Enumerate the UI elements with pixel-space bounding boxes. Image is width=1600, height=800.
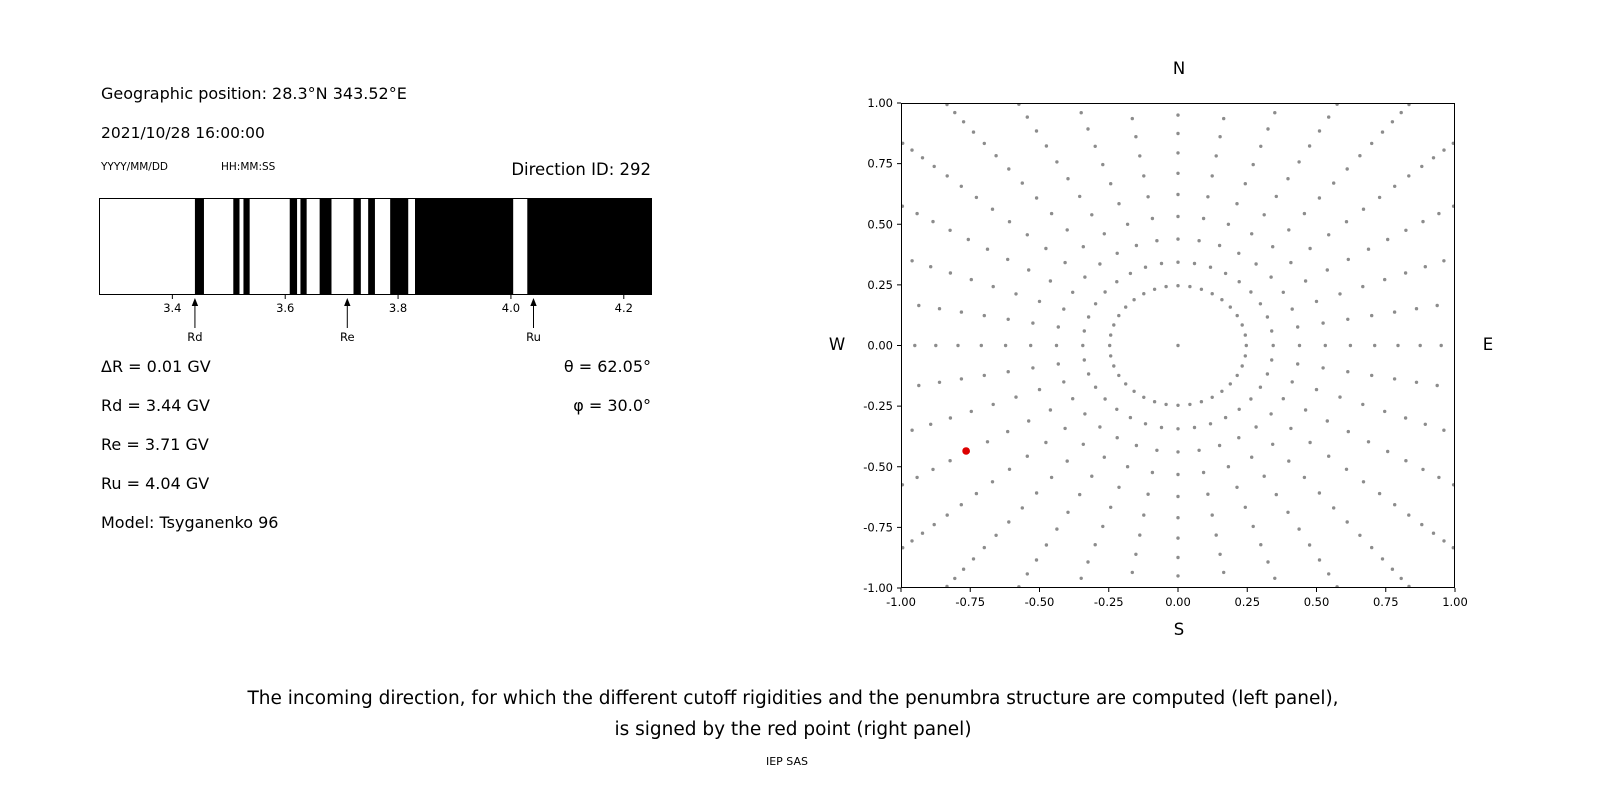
rd-value: Rd = 3.44 GV bbox=[101, 396, 210, 415]
caption-line1: The incoming direction, for which the di… bbox=[247, 688, 1339, 709]
svg-text:4.2: 4.2 bbox=[615, 301, 633, 315]
svg-text:-0.25: -0.25 bbox=[1094, 595, 1124, 609]
svg-text:-0.75: -0.75 bbox=[955, 595, 985, 609]
svg-text:-0.50: -0.50 bbox=[1025, 595, 1055, 609]
svg-text:Rd: Rd bbox=[187, 330, 202, 344]
re-value: Re = 3.71 GV bbox=[101, 435, 209, 454]
caption-line2: is signed by the red point (right panel) bbox=[614, 719, 972, 740]
svg-text:0.25: 0.25 bbox=[1234, 595, 1260, 609]
penumbra-plot: 3.4 3.6 3.8 4.0 4.2 Rd Re Ru bbox=[99, 198, 652, 344]
svg-text:1.00: 1.00 bbox=[867, 96, 893, 110]
svg-text:0.75: 0.75 bbox=[867, 157, 893, 171]
direction-scatter-plot: -1.00 -0.75 -0.50 -0.25 0.00 0.25 0.50 0.75 1.00… bbox=[863, 96, 1468, 609]
svg-text:0.50: 0.50 bbox=[867, 217, 893, 231]
svg-text:Re: Re bbox=[340, 330, 355, 344]
compass-label-west: W bbox=[828, 335, 846, 354]
svg-text:-1.00: -1.00 bbox=[886, 595, 916, 609]
svg-text:4.0: 4.0 bbox=[502, 301, 520, 315]
phi-value: φ = 30.0° bbox=[573, 396, 651, 415]
datetime-text: 2021/10/28 16:00:00 bbox=[101, 124, 265, 142]
time-format-label: HH:MM:SS bbox=[221, 161, 276, 173]
compass-label-north: N bbox=[1172, 59, 1186, 78]
svg-text:-0.75: -0.75 bbox=[863, 520, 893, 534]
svg-text:0.50: 0.50 bbox=[1304, 595, 1330, 609]
svg-text:0.25: 0.25 bbox=[867, 278, 893, 292]
date-format-label: YYYY/MM/DD bbox=[101, 161, 169, 173]
compass-label-east: E bbox=[1482, 335, 1494, 354]
direction-id-text: Direction ID: 292 bbox=[511, 160, 651, 179]
svg-text:-1.00: -1.00 bbox=[863, 581, 893, 595]
svg-text:0.75: 0.75 bbox=[1373, 595, 1399, 609]
model-text: Model: Tsyganenko 96 bbox=[101, 513, 279, 532]
theta-value: θ = 62.05° bbox=[563, 357, 651, 376]
selected-direction-point bbox=[962, 447, 970, 455]
svg-text:Ru: Ru bbox=[526, 330, 541, 344]
svg-text:-0.50: -0.50 bbox=[863, 460, 893, 474]
svg-text:3.4: 3.4 bbox=[163, 301, 181, 315]
svg-text:1.00: 1.00 bbox=[1442, 595, 1468, 609]
geo-position-text: Geographic position: 28.3°N 343.52°E bbox=[101, 84, 407, 103]
svg-text:-0.25: -0.25 bbox=[863, 399, 893, 413]
svg-text:0.00: 0.00 bbox=[867, 339, 893, 353]
ru-value: Ru = 4.04 GV bbox=[101, 474, 210, 493]
compass-label-south: S bbox=[1173, 620, 1185, 639]
svg-text:3.6: 3.6 bbox=[276, 301, 294, 315]
svg-text:0.00: 0.00 bbox=[1165, 595, 1191, 609]
credit-text: IEP SAS bbox=[765, 755, 809, 768]
delta-r-value: ΔR = 0.01 GV bbox=[101, 357, 211, 376]
svg-text:3.8: 3.8 bbox=[389, 301, 407, 315]
